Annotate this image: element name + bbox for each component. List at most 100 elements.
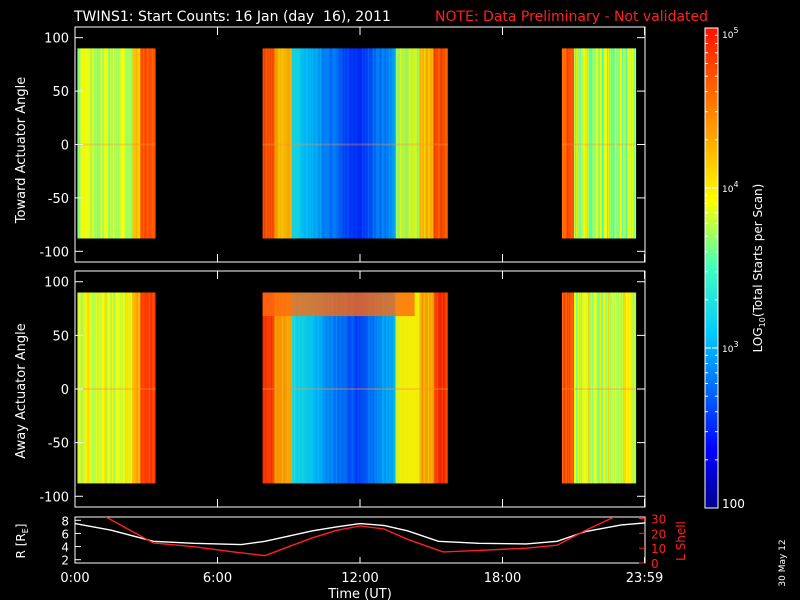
r-series-line bbox=[75, 522, 645, 546]
heatmap-column bbox=[607, 48, 610, 239]
y-tick-label: 100 bbox=[44, 32, 69, 47]
heatmap-column bbox=[137, 48, 139, 239]
heatmap-column bbox=[423, 292, 425, 484]
heatmap-column bbox=[371, 292, 373, 484]
heatmap-column bbox=[355, 48, 357, 239]
heatmap-column bbox=[86, 48, 88, 239]
heatmap-column bbox=[379, 292, 381, 484]
heatmap-column bbox=[407, 292, 409, 484]
heatmap-column bbox=[376, 292, 378, 484]
heatmap-column bbox=[421, 292, 423, 484]
heatmap-column bbox=[420, 292, 422, 484]
heatmap-column bbox=[267, 48, 269, 239]
heatmap-column bbox=[133, 292, 135, 484]
heatmap-column bbox=[77, 292, 79, 484]
heatmap-column bbox=[310, 48, 312, 239]
colorbar: 105 104 103 100 LOG10(Total Starts per Scan… bbox=[704, 26, 767, 511]
heatmap-column bbox=[304, 48, 306, 239]
heatmap-column bbox=[331, 48, 333, 239]
heatmap-column bbox=[595, 292, 598, 484]
heatmap-column bbox=[134, 48, 136, 239]
heatmap-column bbox=[384, 48, 386, 239]
heatmap-column bbox=[293, 48, 295, 239]
heatmap-column bbox=[300, 292, 302, 484]
heatmap-band bbox=[262, 292, 415, 317]
heatmap-column bbox=[389, 292, 391, 484]
heatmap-column bbox=[290, 292, 292, 484]
heatmap-column bbox=[370, 292, 372, 484]
heatmap-column bbox=[307, 48, 309, 239]
heatmap-column bbox=[271, 48, 273, 239]
heatmap-column bbox=[386, 48, 388, 239]
heatmap-column bbox=[78, 48, 80, 239]
heatmap-column bbox=[365, 292, 367, 484]
y-tick-label-right: 20 bbox=[651, 527, 666, 541]
heatmap-column bbox=[429, 292, 431, 484]
heatmap-column bbox=[118, 48, 120, 239]
heatmap-column bbox=[336, 48, 338, 239]
heatmap-column bbox=[120, 292, 122, 484]
heatmap-column bbox=[406, 48, 408, 239]
heatmap-column bbox=[339, 292, 341, 484]
heatmap-column bbox=[572, 48, 575, 239]
heatmap-column bbox=[154, 292, 156, 484]
heatmap-column bbox=[415, 292, 417, 484]
heatmap-column bbox=[419, 48, 421, 239]
heatmap-column bbox=[424, 292, 426, 484]
heatmap-column bbox=[404, 48, 406, 239]
heatmap-column bbox=[351, 292, 353, 484]
heatmap-column bbox=[408, 292, 410, 484]
heatmap-column bbox=[359, 48, 361, 239]
heatmap-column bbox=[314, 48, 316, 239]
heatmap-column bbox=[269, 48, 271, 239]
heatmap-column bbox=[627, 48, 630, 239]
heatmap-column bbox=[354, 48, 356, 239]
heatmap-column bbox=[320, 48, 322, 239]
heatmap-column bbox=[586, 292, 589, 484]
heatmap-column bbox=[82, 48, 84, 239]
y-tick-label: 0 bbox=[61, 139, 69, 154]
heatmap-column bbox=[149, 48, 151, 239]
x-tick-label: 0:00 bbox=[60, 571, 89, 586]
heatmap-column bbox=[591, 292, 594, 484]
heatmap-column bbox=[84, 48, 86, 239]
heatmap-column bbox=[270, 292, 272, 484]
heatmap-column bbox=[436, 48, 438, 239]
heatmap-column bbox=[84, 292, 86, 484]
heatmap-column bbox=[343, 48, 345, 239]
heatmap-column bbox=[356, 48, 358, 239]
heatmap-column bbox=[136, 48, 138, 239]
heatmap-column bbox=[340, 292, 342, 484]
heatmap-column bbox=[621, 48, 624, 239]
heatmap-column bbox=[385, 292, 387, 484]
heatmap-column bbox=[426, 292, 428, 484]
heatmap-column bbox=[620, 292, 623, 484]
heatmap-column bbox=[295, 292, 297, 484]
heatmap-column bbox=[568, 48, 571, 239]
heatmap-column bbox=[130, 292, 132, 484]
heatmap-column bbox=[333, 292, 335, 484]
heatmap-column bbox=[330, 48, 332, 239]
heatmap-column bbox=[418, 48, 420, 239]
heatmap-column bbox=[293, 292, 295, 484]
heatmap-column bbox=[439, 48, 441, 239]
heatmap-column bbox=[125, 292, 127, 484]
heatmap-column bbox=[582, 292, 585, 484]
heatmap-column bbox=[358, 48, 360, 239]
heatmap-column bbox=[407, 48, 409, 239]
heatmap-column bbox=[107, 292, 109, 484]
heatmap-column bbox=[103, 48, 105, 239]
heatmap-column bbox=[632, 48, 635, 239]
heatmap-column bbox=[411, 48, 413, 239]
heatmap-column bbox=[280, 48, 282, 239]
heatmap-column bbox=[437, 292, 439, 484]
heatmap-column bbox=[405, 48, 407, 239]
heatmap-column bbox=[335, 292, 337, 484]
heatmap-column bbox=[406, 292, 408, 484]
heatmap-column bbox=[141, 292, 143, 484]
heatmap-column bbox=[614, 48, 617, 239]
heatmap-column bbox=[377, 48, 379, 239]
heatmap-column bbox=[308, 48, 310, 239]
heatmap-column bbox=[434, 48, 436, 239]
heatmap-column bbox=[425, 292, 427, 484]
